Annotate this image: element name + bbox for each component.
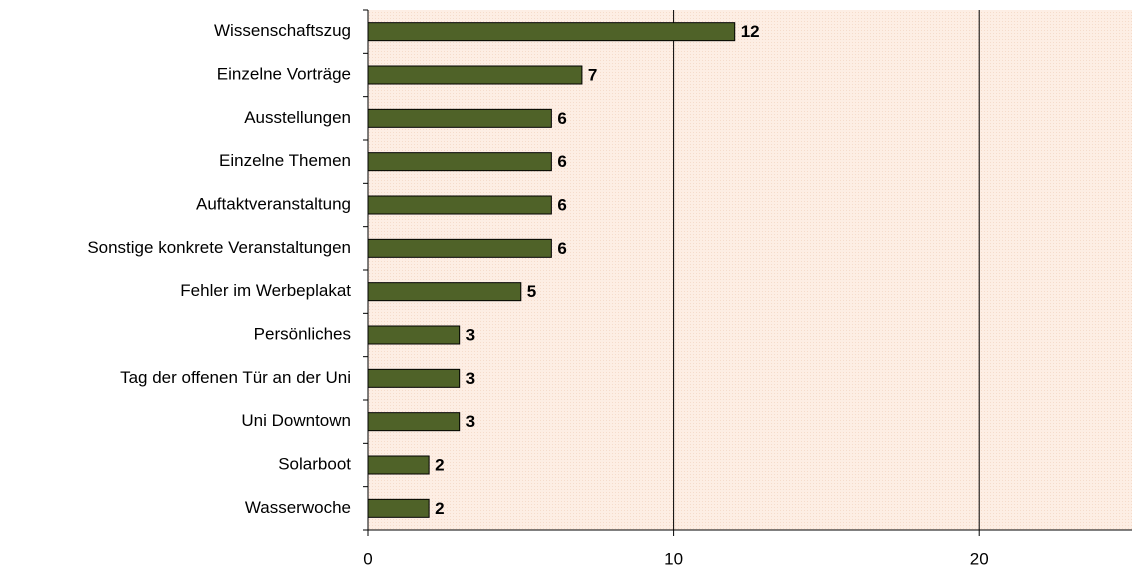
value-label: 3 <box>466 369 475 388</box>
value-label: 6 <box>557 152 566 171</box>
bar <box>367 108 552 128</box>
bar <box>367 282 522 302</box>
value-label: 3 <box>466 412 475 431</box>
value-label: 3 <box>466 325 475 344</box>
y-tick-label: Tag der offenen Tür an der Uni <box>120 368 351 387</box>
bar <box>367 325 461 345</box>
y-tick-label: Uni Downtown <box>241 411 351 430</box>
y-tick-label: Auftaktveranstaltung <box>196 194 351 213</box>
value-label: 2 <box>435 499 444 518</box>
bar <box>367 65 583 85</box>
plot-background <box>368 10 1132 530</box>
bar <box>367 412 461 432</box>
y-tick-label: Solarboot <box>278 454 351 473</box>
value-label: 5 <box>527 282 536 301</box>
y-tick-label: Einzelne Vorträge <box>217 64 351 83</box>
bar <box>367 498 430 518</box>
bar <box>367 22 736 42</box>
value-label: 7 <box>588 65 597 84</box>
bar <box>367 238 552 258</box>
value-label: 12 <box>741 22 760 41</box>
bar <box>367 455 430 475</box>
bar <box>367 368 461 388</box>
y-tick-label: Einzelne Themen <box>219 151 351 170</box>
y-tick-label: Persönliches <box>254 324 351 343</box>
bar <box>367 152 552 172</box>
value-label: 6 <box>557 195 566 214</box>
x-tick-label: 10 <box>664 549 683 568</box>
bar <box>367 195 552 215</box>
y-tick-label: Sonstige konkrete Veranstaltungen <box>87 238 351 257</box>
y-tick-label: Wasserwoche <box>245 498 351 517</box>
value-label: 6 <box>557 109 566 128</box>
x-tick-label: 0 <box>363 549 372 568</box>
value-label: 2 <box>435 455 444 474</box>
y-tick-label: Fehler im Werbeplakat <box>180 281 351 300</box>
value-label: 6 <box>557 239 566 258</box>
x-tick-label: 20 <box>970 549 989 568</box>
y-tick-label: Ausstellungen <box>244 108 351 127</box>
y-tick-label: Wissenschaftszug <box>214 21 351 40</box>
